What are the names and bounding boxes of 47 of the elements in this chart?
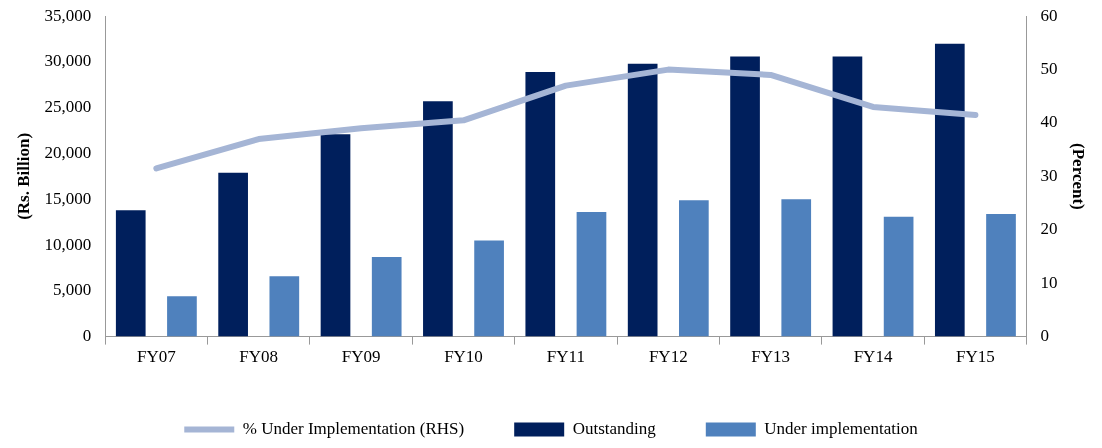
y-tick-label: 35,000	[44, 5, 92, 25]
y2-tick-label: 50	[1040, 59, 1058, 79]
y-tick-label: 30,000	[44, 51, 92, 71]
bar	[781, 199, 812, 337]
bar	[218, 172, 248, 337]
x-tick-label: FY13	[751, 347, 791, 367]
x-tick-label: FY08	[239, 347, 279, 367]
bar	[167, 296, 197, 337]
y2-tick-label: 40	[1040, 112, 1058, 132]
x-tick-label: FY07	[136, 347, 177, 367]
x-tick-label: FY14	[853, 347, 893, 367]
y-tick-label: 25,000	[44, 97, 92, 117]
y-tick-label: 10,000	[44, 234, 92, 254]
legend-label: % Under Implementation (RHS)	[242, 418, 465, 438]
y-tick-label: 0	[82, 326, 92, 346]
y2-tick-label: 30	[1040, 165, 1058, 185]
bar	[320, 134, 351, 337]
y2-tick-label: 60	[1040, 5, 1058, 25]
bar	[832, 56, 863, 337]
y-tick-label: 20,000	[44, 142, 92, 162]
y-axis-title: (Rs. Billion)	[13, 132, 33, 220]
y2-tick-label: 10	[1040, 272, 1058, 292]
bar	[883, 216, 914, 337]
y2-axis-title: (Percent)	[1069, 143, 1089, 210]
bar	[576, 212, 607, 337]
legend-label: Under implementation	[764, 418, 919, 438]
bar	[474, 240, 504, 337]
x-tick-label: FY10	[444, 347, 483, 367]
bar	[115, 210, 146, 337]
bar	[627, 63, 658, 337]
bar	[423, 101, 453, 337]
y2-tick-label: 0	[1040, 326, 1050, 346]
bar	[371, 256, 402, 337]
x-tick-label: FY11	[546, 347, 585, 367]
x-tick-label: FY15	[956, 347, 995, 367]
bar	[269, 276, 300, 337]
bar	[525, 72, 556, 337]
x-tick-label: FY12	[648, 347, 688, 367]
y-tick-label: 5,000	[52, 280, 92, 300]
bar	[730, 56, 760, 337]
y2-tick-label: 20	[1040, 219, 1058, 239]
bar	[986, 213, 1016, 337]
bar	[679, 200, 709, 337]
bar	[934, 43, 965, 337]
y-tick-label: 15,000	[44, 188, 92, 208]
legend-label: Outstanding	[572, 418, 657, 438]
x-tick-label: FY09	[341, 347, 381, 367]
